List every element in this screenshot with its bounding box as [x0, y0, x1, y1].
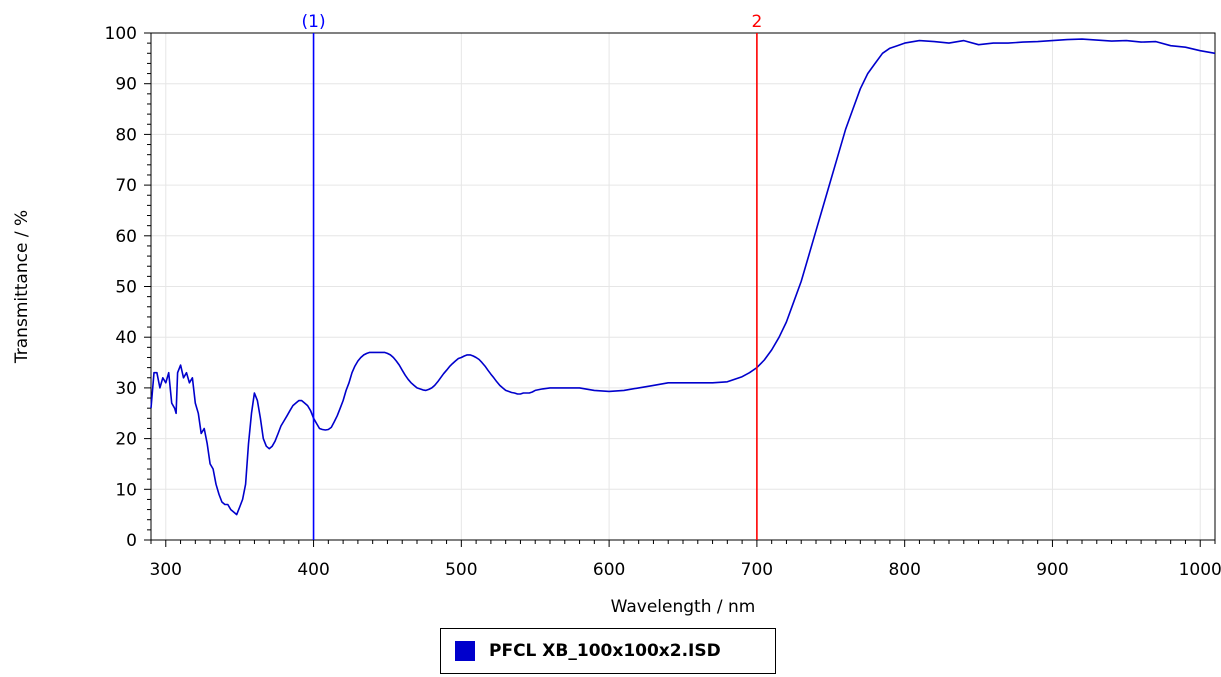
y-tick-label: 70	[115, 176, 137, 196]
y-tick-label: 100	[105, 24, 137, 44]
x-tick-label: 800	[888, 560, 920, 580]
legend-swatch	[455, 641, 475, 661]
x-tick-label: 600	[593, 560, 625, 580]
x-tick-label: 400	[297, 560, 329, 580]
y-tick-label: 80	[115, 125, 137, 145]
marker-lines: (1) 2	[302, 12, 762, 540]
y-tick-label: 60	[115, 227, 137, 247]
x-axis: 300 400 500 600 700 800 900 1000	[150, 540, 1221, 580]
legend: PFCL XB_100x100x2.ISD	[440, 628, 776, 674]
y-axis: 0 10 20 30 40 50 60 70 80 90 100	[105, 24, 151, 551]
y-tick-label: 40	[115, 328, 137, 348]
minor-ticks	[147, 42, 1216, 544]
marker-label: (1)	[302, 12, 326, 32]
series-layer	[150, 38, 1216, 516]
marker-label: 2	[751, 12, 762, 32]
x-tick-label: 1000	[1179, 560, 1221, 580]
grid-lines	[151, 32, 1215, 541]
y-tick-label: 50	[115, 278, 137, 298]
y-tick-label: 0	[126, 531, 137, 551]
x-tick-label: 700	[741, 560, 773, 580]
legend-label: PFCL XB_100x100x2.ISD	[489, 641, 721, 661]
y-axis-title: Transmittance / %	[12, 210, 32, 364]
y-tick-label: 20	[115, 430, 137, 450]
x-tick-label: 300	[150, 560, 182, 580]
x-axis-title: Wavelength / nm	[611, 597, 756, 617]
series-line	[150, 38, 1216, 516]
y-tick-label: 90	[115, 75, 137, 95]
x-tick-label: 900	[1036, 560, 1068, 580]
y-tick-label: 30	[115, 379, 137, 399]
y-tick-label: 10	[115, 480, 137, 500]
x-tick-label: 500	[445, 560, 477, 580]
